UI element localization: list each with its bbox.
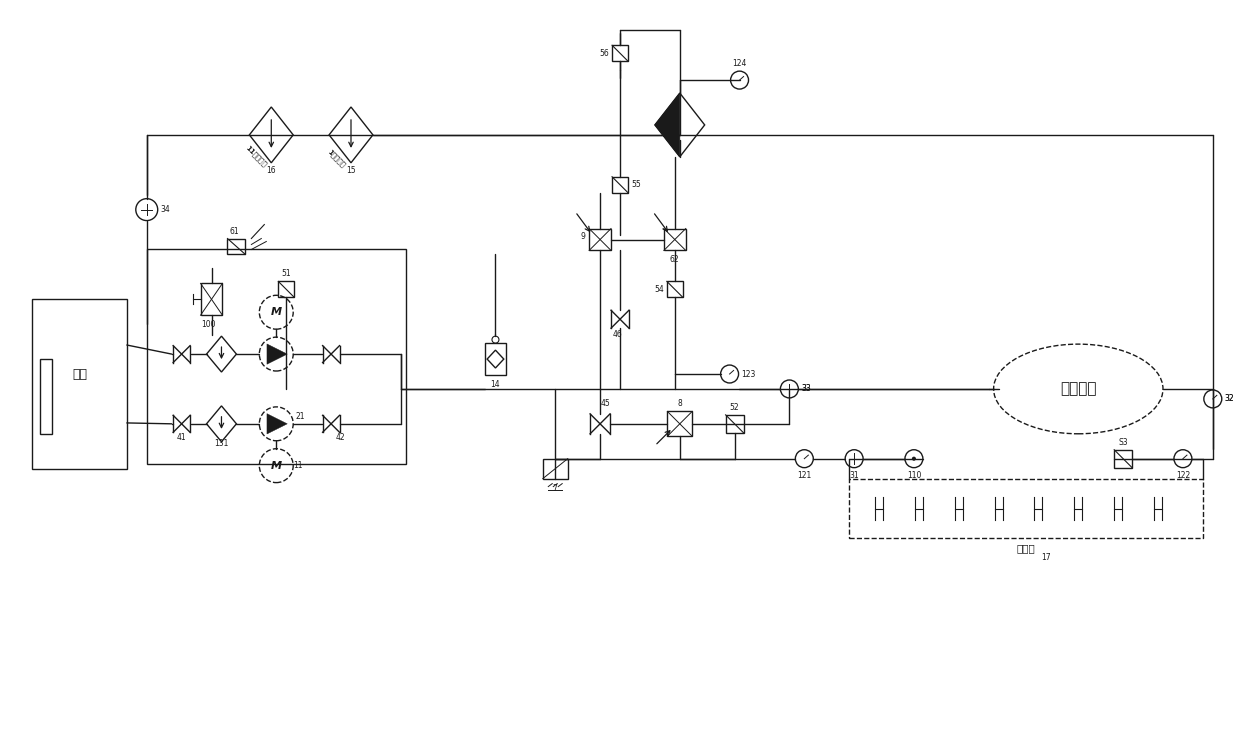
Bar bbox=[201, 284, 222, 315]
Text: 41: 41 bbox=[177, 433, 186, 442]
Text: 33: 33 bbox=[801, 385, 811, 394]
Text: 131: 131 bbox=[215, 439, 228, 448]
Text: 121: 121 bbox=[797, 470, 811, 480]
Text: 17: 17 bbox=[1042, 553, 1050, 562]
Bar bbox=[485, 343, 506, 375]
Text: M: M bbox=[270, 461, 281, 470]
Text: 11: 11 bbox=[293, 461, 303, 470]
Text: 46: 46 bbox=[613, 330, 622, 339]
Text: 16: 16 bbox=[267, 166, 277, 175]
Text: 51: 51 bbox=[281, 269, 291, 278]
Bar bbox=[667, 412, 692, 437]
Text: 42: 42 bbox=[335, 433, 345, 442]
Text: 33: 33 bbox=[801, 385, 811, 394]
Text: 110: 110 bbox=[906, 470, 921, 480]
Text: 100: 100 bbox=[201, 320, 216, 329]
Text: 7: 7 bbox=[553, 483, 558, 492]
Text: 21: 21 bbox=[295, 412, 305, 421]
Text: 61: 61 bbox=[229, 226, 239, 235]
Text: 45: 45 bbox=[600, 399, 610, 408]
Text: 32: 32 bbox=[1225, 394, 1234, 403]
Bar bbox=[589, 228, 611, 250]
Bar bbox=[613, 176, 627, 193]
Text: M: M bbox=[270, 307, 281, 317]
Bar bbox=[543, 458, 568, 479]
Text: 8: 8 bbox=[677, 400, 682, 409]
Text: 56: 56 bbox=[599, 49, 609, 58]
Text: 31: 31 bbox=[849, 470, 859, 480]
Bar bbox=[667, 281, 683, 297]
Text: 52: 52 bbox=[730, 403, 739, 412]
Text: 55: 55 bbox=[631, 180, 641, 189]
Bar bbox=[849, 479, 1203, 538]
Text: S3: S3 bbox=[1118, 438, 1128, 446]
Text: 62: 62 bbox=[670, 256, 680, 265]
Polygon shape bbox=[267, 344, 288, 364]
Text: 34: 34 bbox=[161, 205, 170, 214]
Text: 测试装置: 测试装置 bbox=[1060, 382, 1096, 397]
Bar bbox=[227, 238, 246, 254]
Bar bbox=[40, 359, 52, 434]
Circle shape bbox=[913, 458, 915, 460]
Bar bbox=[146, 250, 405, 464]
Bar bbox=[613, 45, 627, 61]
Text: 11级过滤器: 11级过滤器 bbox=[244, 145, 268, 168]
Text: 32: 32 bbox=[1225, 394, 1234, 403]
Bar bbox=[1115, 449, 1132, 467]
Text: 1级过滤器: 1级过滤器 bbox=[326, 149, 346, 168]
Text: 9: 9 bbox=[580, 232, 585, 241]
Text: 54: 54 bbox=[653, 285, 663, 294]
Polygon shape bbox=[267, 414, 288, 434]
Bar bbox=[32, 299, 126, 469]
Text: 122: 122 bbox=[1176, 470, 1190, 480]
Text: 油箱: 油箱 bbox=[72, 367, 87, 381]
Text: 123: 123 bbox=[742, 369, 756, 379]
Text: 15: 15 bbox=[346, 166, 356, 175]
Text: 124: 124 bbox=[733, 59, 746, 68]
Bar bbox=[278, 281, 294, 297]
Bar bbox=[663, 228, 686, 250]
Bar bbox=[725, 415, 744, 433]
Polygon shape bbox=[655, 93, 680, 157]
Text: 14: 14 bbox=[491, 380, 500, 389]
Text: 加热器: 加热器 bbox=[1017, 544, 1035, 553]
